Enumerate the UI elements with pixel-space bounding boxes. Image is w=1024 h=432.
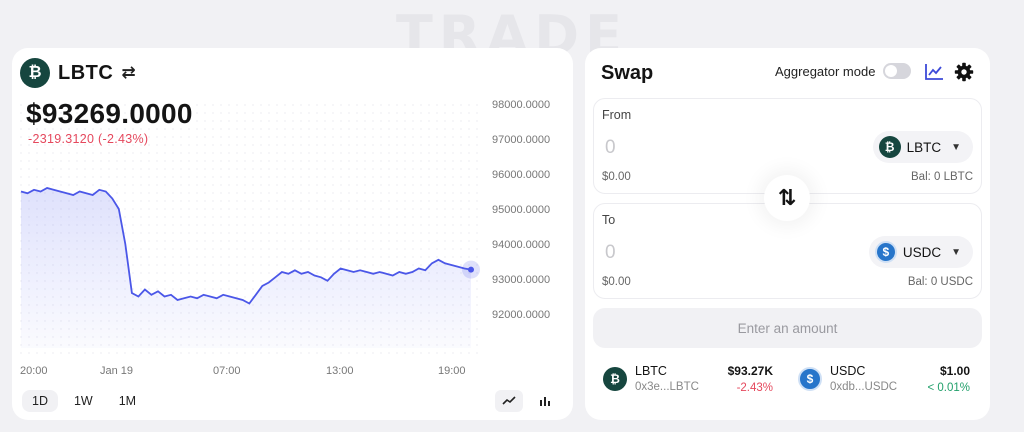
y-tick-label: 97000.0000 bbox=[492, 134, 550, 146]
to-balance: Bal: 0 USDC bbox=[907, 276, 973, 288]
candle-chart-icon bbox=[540, 396, 550, 406]
switch-pair-icon[interactable]: ⇄ bbox=[121, 63, 136, 82]
from-token-select[interactable]: ₿ LBTC ▼ bbox=[872, 131, 973, 163]
y-tick-label: 95000.0000 bbox=[492, 204, 550, 216]
usdc-icon: $ bbox=[798, 366, 822, 391]
x-tick-label: 13:00 bbox=[326, 365, 354, 377]
range-1w-button[interactable]: 1W bbox=[73, 394, 93, 408]
chart-toggle-button[interactable] bbox=[922, 60, 946, 84]
x-tick-label: Jan 19 bbox=[100, 365, 133, 377]
price-chart: 98000.0000 97000.0000 96000.0000 95000.0000… bbox=[18, 98, 550, 377]
price-line bbox=[20, 187, 472, 305]
x-tick-label: 19:00 bbox=[438, 365, 466, 377]
token-stats-usdc: $1.00 < 0.01% bbox=[927, 364, 970, 394]
from-usd-value: $0.00 bbox=[602, 171, 631, 183]
token-price: $93.27K bbox=[727, 364, 773, 378]
swap-direction-button[interactable]: ⇅ bbox=[764, 175, 810, 221]
aggregator-toggle[interactable] bbox=[883, 63, 912, 79]
token-price: $1.00 bbox=[939, 364, 970, 378]
token-info-lbtc[interactable]: ₿ LBTC 0x3e...LBTC bbox=[603, 364, 699, 393]
bitcoin-icon: ₿ bbox=[878, 136, 901, 158]
swap-arrows-icon: ⇅ bbox=[777, 185, 797, 210]
chart-view-toggle bbox=[495, 390, 559, 412]
from-amount-input[interactable]: 0 bbox=[605, 137, 616, 158]
enter-amount-button[interactable]: Enter an amount bbox=[593, 308, 982, 348]
token-change: < 0.01% bbox=[927, 382, 970, 394]
gear-icon bbox=[954, 62, 974, 82]
aggregator-mode: Aggregator mode bbox=[775, 63, 912, 79]
range-1m-button[interactable]: 1M bbox=[118, 394, 137, 408]
from-balance: Bal: 0 LBTC bbox=[911, 171, 973, 183]
token-name: USDC bbox=[830, 364, 866, 378]
line-chart-icon bbox=[502, 396, 516, 405]
range-selector: 1D 1W 1M bbox=[22, 390, 146, 412]
y-tick-label: 94000.0000 bbox=[492, 239, 550, 251]
y-tick-label: 96000.0000 bbox=[492, 169, 550, 181]
line-chart-button[interactable] bbox=[495, 390, 523, 412]
to-usd-value: $0.00 bbox=[602, 276, 631, 288]
token-address: 0xdb...USDC bbox=[830, 381, 898, 393]
token-info-usdc[interactable]: $ USDC 0xdb...USDC bbox=[798, 364, 897, 393]
price-area bbox=[21, 188, 471, 348]
trend-chart-icon bbox=[925, 64, 943, 80]
chart-panel: 98000.0000 97000.0000 96000.0000 95000.0000… bbox=[12, 48, 573, 420]
to-token-name: USDC bbox=[902, 244, 942, 260]
settings-button[interactable] bbox=[952, 60, 976, 84]
swap-panel: Swap Aggregator mode From bbox=[585, 48, 990, 420]
to-label: To bbox=[602, 213, 616, 227]
chevron-down-icon: ▼ bbox=[951, 141, 961, 153]
aggregator-label: Aggregator mode bbox=[775, 63, 876, 79]
usdc-icon: $ bbox=[874, 241, 897, 263]
from-label: From bbox=[602, 108, 632, 122]
from-token-name: LBTC bbox=[906, 139, 942, 155]
swap-title: Swap bbox=[601, 62, 654, 84]
bar-chart-button[interactable] bbox=[531, 390, 559, 412]
chart-token-name: LBTC bbox=[58, 61, 114, 84]
bitcoin-icon: ₿ bbox=[20, 58, 50, 88]
x-tick-label: 20:00 bbox=[20, 365, 48, 377]
y-tick-label: 98000.0000 bbox=[492, 99, 550, 111]
to-amount-input[interactable]: 0 bbox=[605, 242, 616, 263]
chevron-down-icon: ▼ bbox=[951, 246, 961, 258]
token-change: -2.43% bbox=[736, 382, 773, 394]
to-token-select[interactable]: $ USDC ▼ bbox=[868, 236, 973, 268]
bitcoin-icon: ₿ bbox=[603, 366, 627, 391]
token-stats-lbtc: $93.27K -2.43% bbox=[728, 364, 773, 394]
token-name: LBTC bbox=[635, 364, 667, 378]
chart-token-header: ₿ LBTC ⇄ bbox=[20, 58, 136, 88]
current-price: $93269.0000 bbox=[26, 98, 193, 129]
y-tick-label: 93000.0000 bbox=[492, 274, 550, 286]
x-tick-label: 07:00 bbox=[213, 365, 241, 377]
y-tick-label: 92000.0000 bbox=[492, 309, 550, 321]
price-change: -2319.3120 (-2.43%) bbox=[28, 132, 149, 146]
token-address: 0x3e...LBTC bbox=[635, 381, 699, 393]
last-price-dot bbox=[468, 266, 474, 273]
range-1d-button[interactable]: 1D bbox=[22, 390, 58, 412]
